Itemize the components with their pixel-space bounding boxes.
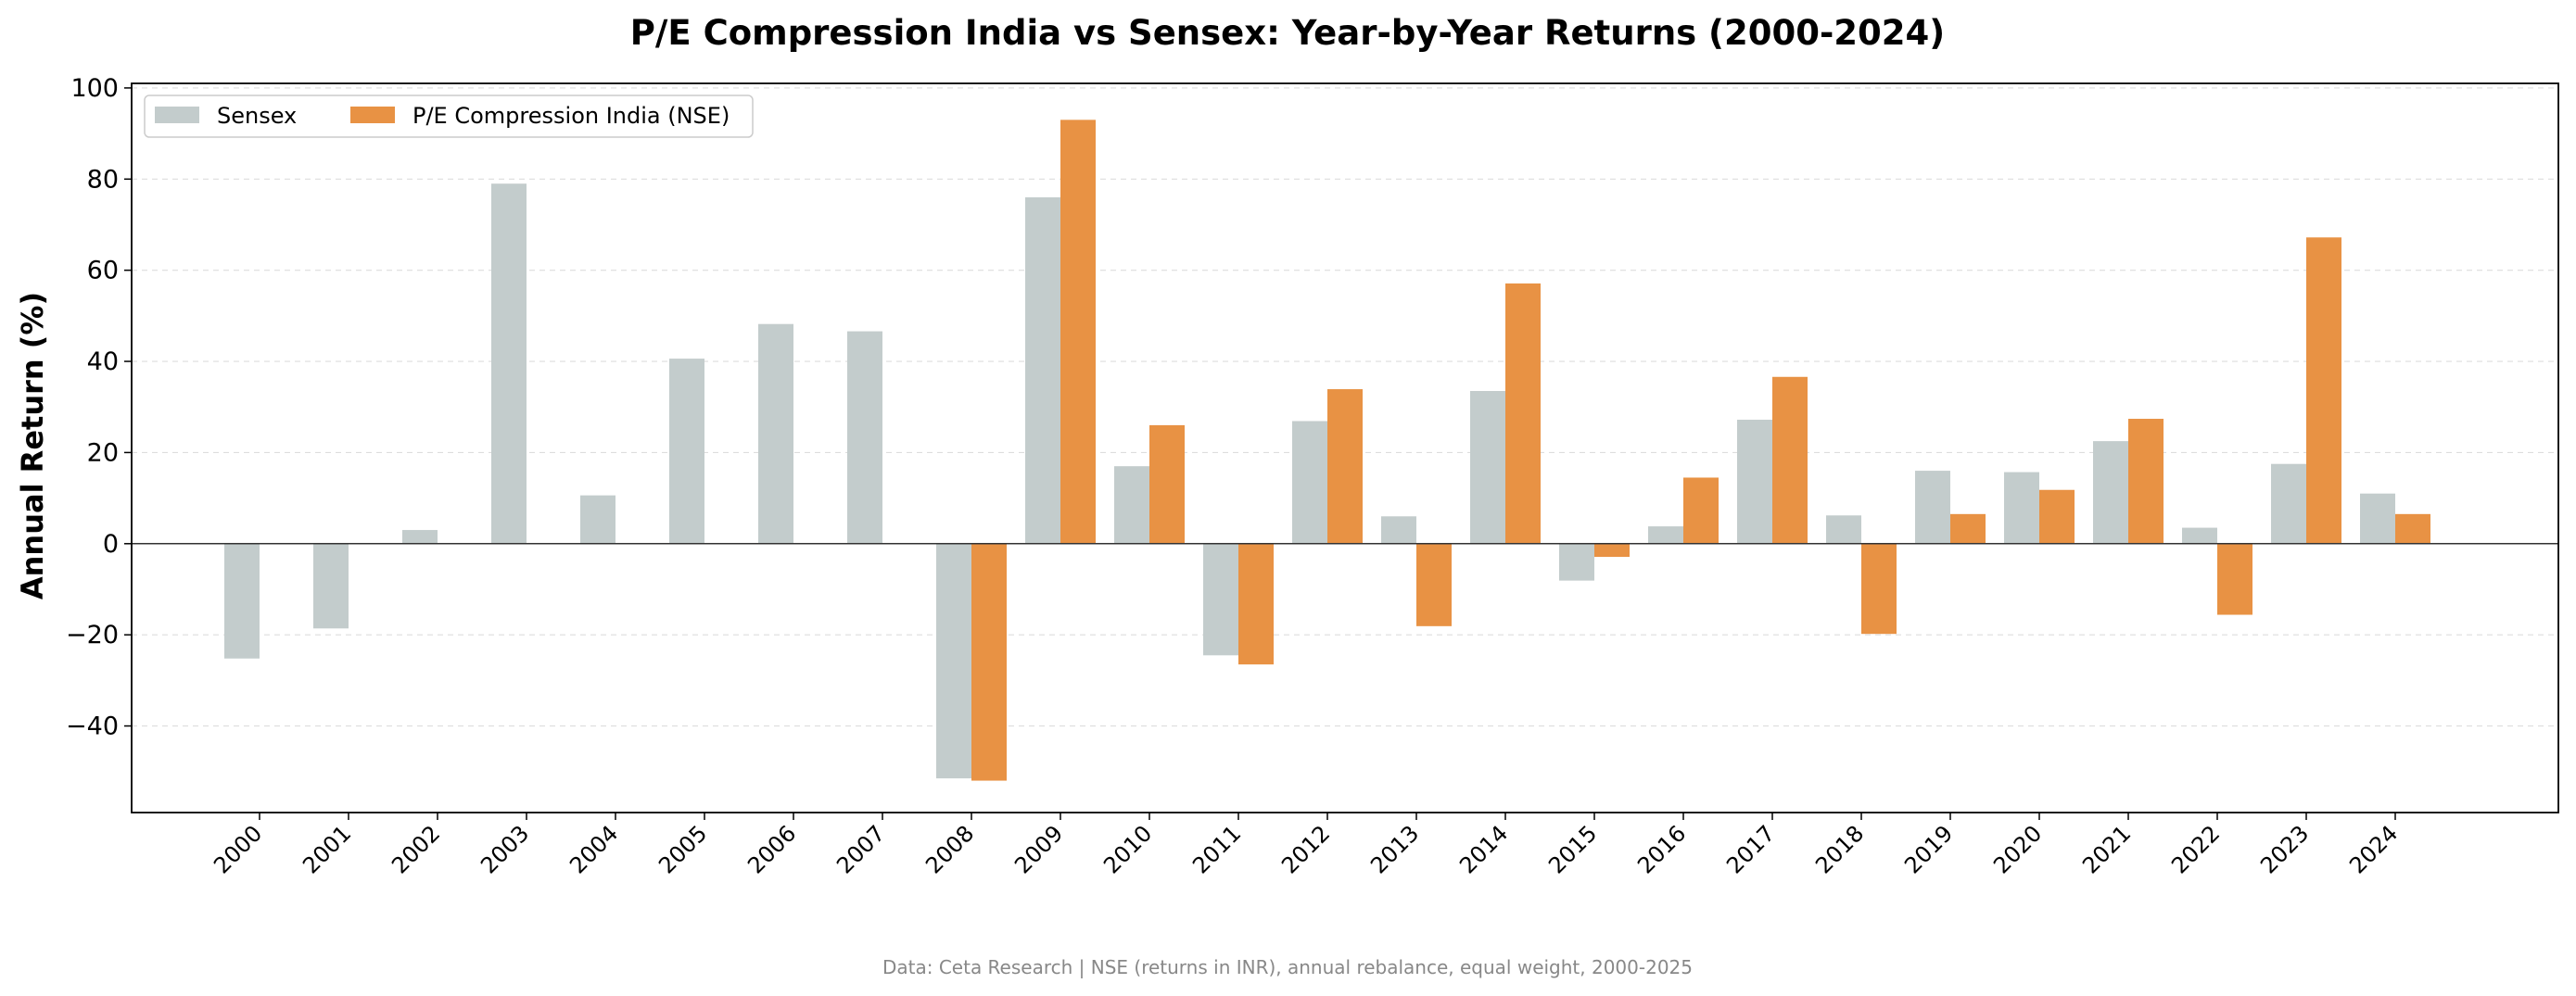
- bar-pe-compression-2009: [1060, 120, 1096, 544]
- bar-pe-compression-2019: [1950, 513, 1986, 544]
- data-source-note: Data: Ceta Research | NSE (returns in IN…: [882, 956, 1693, 978]
- bar-sensex-2000: [224, 543, 260, 659]
- bar-pe-compression-2021: [2128, 419, 2164, 544]
- bar-pe-compression-2024: [2395, 513, 2430, 544]
- y-tick-label: 60: [87, 257, 119, 285]
- bar-pe-compression-2018: [1861, 543, 1897, 635]
- bar-pe-compression-2022: [2217, 543, 2252, 615]
- bar-sensex-2014: [1470, 391, 1505, 544]
- bar-sensex-2020: [2004, 472, 2039, 544]
- bar-sensex-2001: [313, 543, 349, 629]
- bar-pe-compression-2017: [1772, 376, 1808, 544]
- bar-sensex-2018: [1826, 515, 1861, 544]
- legend: Sensex P/E Compression India (NSE): [144, 95, 754, 138]
- legend-label-sensex: Sensex: [217, 103, 297, 129]
- bar-sensex-2008: [936, 543, 971, 779]
- bar-pe-compression-2020: [2039, 489, 2075, 544]
- legend-swatch-sensex: [155, 107, 199, 123]
- y-tick-label: 0: [103, 530, 119, 559]
- bar-sensex-2016: [1648, 526, 1683, 544]
- bar-sensex-2007: [847, 331, 882, 544]
- bar-sensex-2009: [1025, 196, 1060, 544]
- bar-pe-compression-2013: [1416, 543, 1452, 626]
- bar-sensex-2010: [1114, 466, 1149, 544]
- bar-sensex-2017: [1737, 420, 1772, 544]
- bar-pe-compression-2023: [2306, 237, 2341, 544]
- bar-sensex-2006: [758, 323, 793, 544]
- bar-sensex-2015: [1559, 543, 1594, 581]
- bar-sensex-2023: [2271, 463, 2306, 544]
- bar-pe-compression-2008: [971, 543, 1007, 781]
- y-tick-label: −40: [66, 712, 119, 741]
- y-tick-label: 40: [87, 347, 119, 376]
- legend-label-pe-compression: P/E Compression India (NSE): [412, 103, 730, 129]
- legend-box: [144, 95, 754, 138]
- bar-pe-compression-2012: [1327, 389, 1363, 544]
- y-tick-label: 80: [87, 165, 119, 194]
- bar-pe-compression-2015: [1594, 543, 1630, 558]
- bar-sensex-2012: [1292, 421, 1327, 544]
- bar-pe-compression-2016: [1683, 477, 1719, 544]
- y-tick-label: 20: [87, 438, 119, 467]
- bar-pe-compression-2011: [1238, 543, 1274, 665]
- legend-swatch-pe-compression: [350, 107, 395, 123]
- bar-sensex-2002: [402, 530, 438, 544]
- bar-sensex-2019: [1915, 471, 1950, 544]
- bar-sensex-2003: [491, 183, 527, 544]
- bars: [224, 120, 2430, 781]
- bar-pe-compression-2014: [1505, 283, 1541, 544]
- plot-frame: [131, 82, 2559, 813]
- bar-sensex-2005: [669, 359, 704, 544]
- bar-pe-compression-2010: [1149, 424, 1185, 544]
- bar-sensex-2024: [2360, 493, 2395, 544]
- bar-sensex-2022: [2182, 527, 2217, 544]
- chart-title: P/E Compression India vs Sensex: Year-by…: [630, 13, 1945, 53]
- y-tick-label: −20: [66, 621, 119, 649]
- bar-sensex-2021: [2093, 441, 2128, 544]
- y-tick-label: 100: [70, 74, 119, 103]
- y-axis-label: Annual Return (%): [15, 292, 50, 599]
- bar-sensex-2013: [1381, 516, 1416, 544]
- bar-sensex-2004: [580, 495, 615, 544]
- y-ticks: −40 −20 0 20 40 60 80 100: [66, 74, 132, 741]
- bar-sensex-2011: [1203, 543, 1238, 656]
- axes: [131, 82, 2559, 813]
